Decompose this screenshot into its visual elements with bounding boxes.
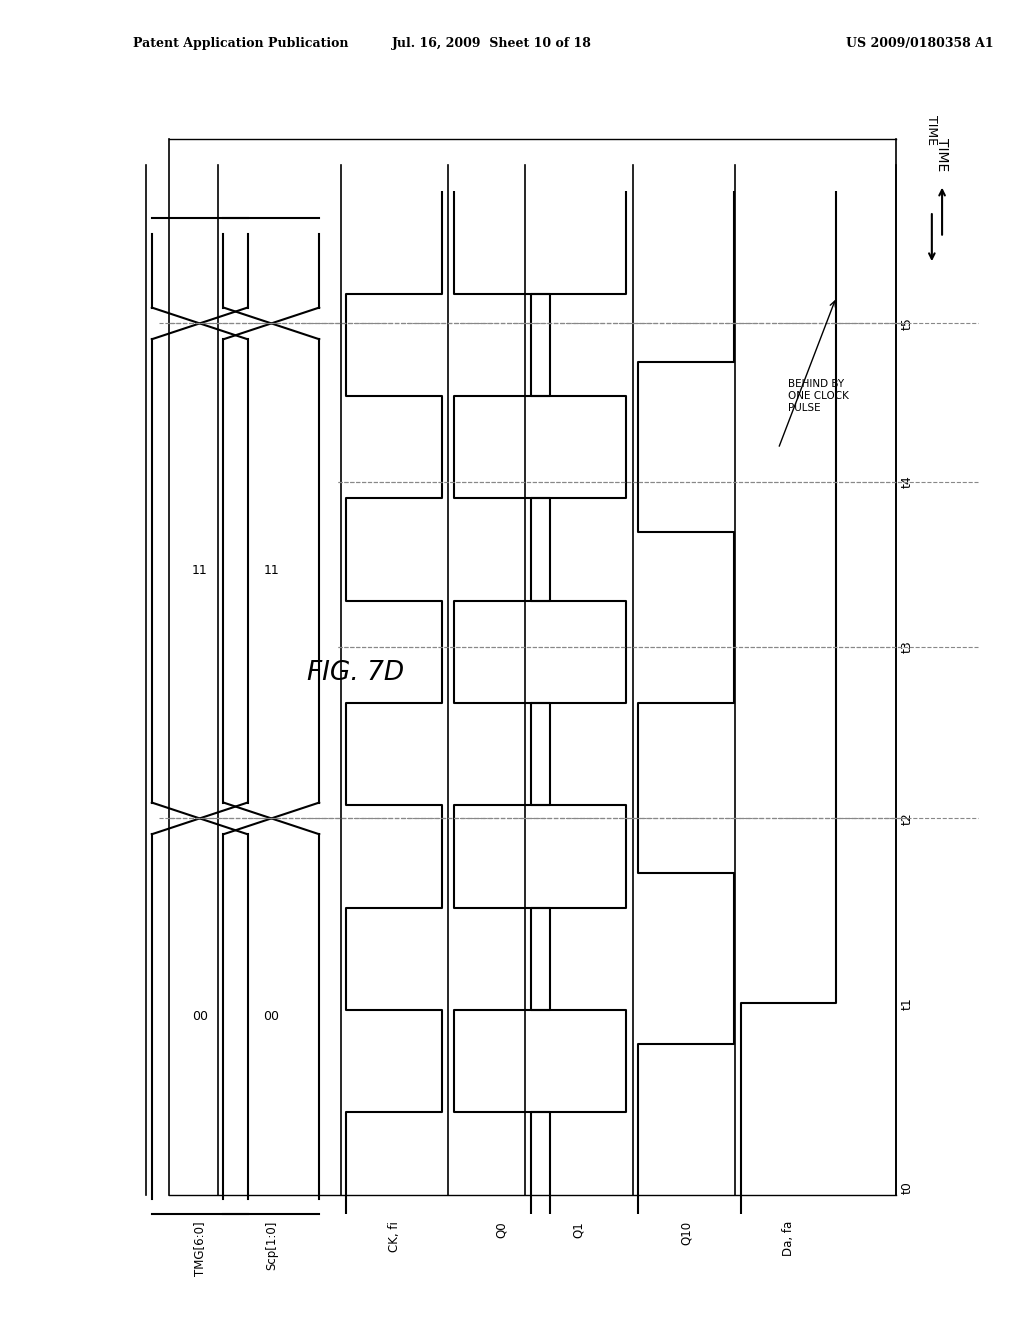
Text: Q1: Q1 xyxy=(572,1221,585,1238)
Text: FIG. 7D: FIG. 7D xyxy=(307,660,404,686)
Text: t5: t5 xyxy=(901,317,914,330)
Text: Q10: Q10 xyxy=(680,1221,692,1245)
Text: t1: t1 xyxy=(901,997,914,1010)
Text: 11: 11 xyxy=(263,565,280,577)
Text: Da, fa: Da, fa xyxy=(782,1221,795,1257)
Text: t2: t2 xyxy=(901,812,914,825)
Text: TIME: TIME xyxy=(926,115,938,145)
Text: 00: 00 xyxy=(263,1010,280,1023)
Text: t3: t3 xyxy=(901,640,914,653)
Text: BEHIND BY
ONE CLOCK
PULSE: BEHIND BY ONE CLOCK PULSE xyxy=(788,379,849,413)
Text: US 2009/0180358 A1: US 2009/0180358 A1 xyxy=(846,37,993,50)
Text: t0: t0 xyxy=(901,1181,914,1195)
Text: Q0: Q0 xyxy=(496,1221,508,1238)
Text: 11: 11 xyxy=(191,565,208,577)
Text: t4: t4 xyxy=(901,475,914,488)
Text: TIME: TIME xyxy=(935,139,949,172)
Text: TMG[6:0]: TMG[6:0] xyxy=(194,1221,206,1275)
Text: 00: 00 xyxy=(191,1010,208,1023)
Text: Patent Application Publication: Patent Application Publication xyxy=(133,37,348,50)
Text: CK, fi: CK, fi xyxy=(388,1221,400,1251)
Text: Scp[1:0]: Scp[1:0] xyxy=(265,1221,278,1270)
Text: Jul. 16, 2009  Sheet 10 of 18: Jul. 16, 2009 Sheet 10 of 18 xyxy=(391,37,592,50)
